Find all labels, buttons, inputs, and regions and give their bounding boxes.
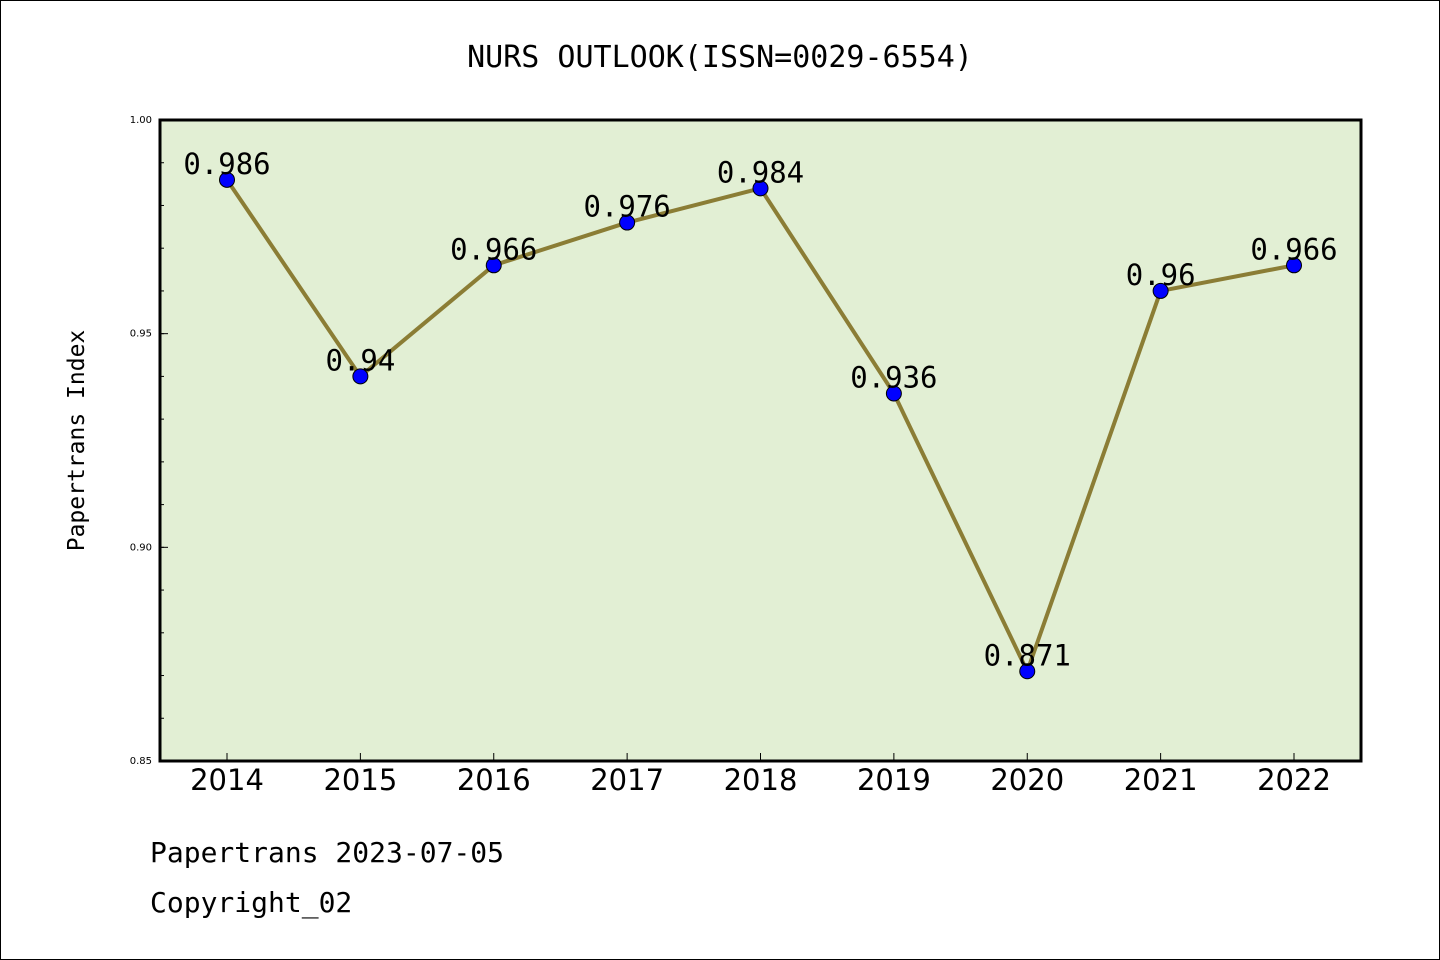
data-label: 0.976 (583, 190, 670, 224)
x-tick-label: 2021 (1124, 763, 1198, 797)
data-label: 0.966 (450, 232, 537, 266)
x-tick-label: 2014 (190, 763, 264, 797)
data-point (1286, 257, 1302, 274)
plot-border (158, 118, 1363, 763)
chart-title: NURS OUTLOOK(ISSN=0029-6554) (467, 40, 973, 75)
x-tick-label: 2022 (1257, 763, 1331, 797)
data-point (219, 171, 235, 188)
data-label: 0.96 (1126, 258, 1196, 292)
x-tick-label: 2020 (990, 763, 1064, 797)
data-point (752, 180, 769, 197)
data-label: 0.94 (325, 343, 395, 377)
y-tick-label: 0.90 (130, 542, 152, 553)
data-label: 0.986 (183, 147, 270, 181)
series-layer: 0.986 0.94 0.966 0.976 0.984 0.936 0.871 0.96 0.… (183, 147, 1338, 680)
data-point (485, 257, 502, 274)
data-label: 0.966 (1250, 232, 1337, 266)
x-tick-label: 2017 (590, 763, 664, 797)
x-ticks: 2014 2015 2016 2017 2018 2019 2020 2021 2022 (190, 753, 1331, 797)
data-label: 0.984 (717, 155, 804, 189)
data-point (1019, 663, 1036, 680)
x-tick-label: 2015 (323, 763, 397, 797)
data-label: 0.936 (850, 360, 937, 394)
x-tick-label: 2018 (724, 763, 798, 797)
data-point (619, 214, 636, 231)
y-axis-label: Papertrans Index (64, 330, 90, 552)
y-tick-label: 0.85 (130, 756, 152, 767)
y-tick-label: 0.95 (130, 329, 152, 340)
data-point (885, 385, 902, 402)
x-tick-label: 2019 (857, 763, 931, 797)
y-tick-label: 1.00 (130, 115, 152, 126)
data-point (1152, 282, 1169, 299)
footer-date-text: Papertrans 2023-07-05 (150, 836, 505, 869)
data-label: 0.871 (984, 638, 1071, 672)
data-point (352, 368, 369, 385)
plot-area (160, 120, 1361, 761)
x-tick-label: 2016 (457, 763, 531, 797)
footer-copyright-text: Copyright_02 (150, 886, 353, 919)
